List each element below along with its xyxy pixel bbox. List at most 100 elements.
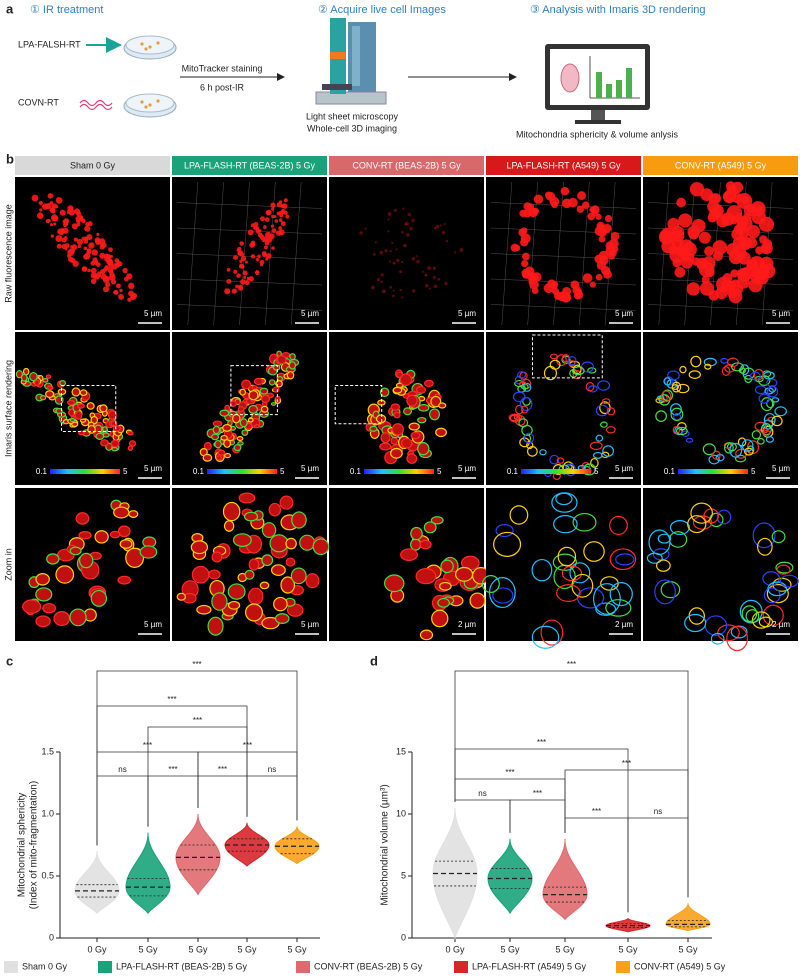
mito (255, 270, 260, 274)
mito (81, 236, 86, 241)
mito (35, 615, 51, 628)
y-tick-label: 10 (396, 808, 406, 818)
mito (42, 377, 49, 383)
mito (77, 244, 82, 249)
mito (305, 573, 320, 589)
mito (438, 402, 447, 409)
mito (392, 386, 403, 394)
mito (280, 208, 286, 214)
mito (263, 225, 267, 229)
mito (261, 522, 277, 539)
mito (280, 221, 286, 227)
mito (568, 197, 578, 208)
mito (745, 237, 758, 249)
render-grid (553, 181, 564, 326)
violin (605, 918, 651, 933)
mito (59, 209, 66, 216)
y-tick-label: 0 (401, 932, 406, 942)
mito (734, 454, 747, 463)
mito (38, 200, 43, 206)
mito (208, 569, 221, 580)
mito (755, 266, 769, 280)
mito (282, 203, 288, 209)
mito (712, 240, 728, 255)
mito (595, 213, 602, 220)
significance-bracket (627, 817, 689, 913)
mito (528, 272, 538, 282)
scale-bar-label: 5 µm (615, 464, 633, 473)
mito (239, 388, 247, 396)
mito (76, 211, 82, 217)
render-grid (490, 304, 637, 311)
mito (285, 214, 290, 219)
mito (425, 273, 428, 277)
significance-label: *** (192, 660, 201, 669)
mito (669, 403, 682, 416)
mito (275, 230, 282, 236)
analysis-label: Mitochondria sphericity & volume anlysis (516, 129, 679, 139)
mito (561, 355, 571, 365)
mito (776, 564, 791, 575)
mito (488, 577, 516, 609)
mito (509, 505, 529, 525)
mito (430, 395, 442, 408)
mito (754, 421, 767, 431)
mito (102, 286, 110, 293)
mito (410, 538, 422, 551)
mito (240, 255, 247, 262)
mito (254, 424, 260, 429)
mito (111, 446, 118, 452)
mito (431, 609, 449, 628)
significance-label: ns (118, 765, 126, 774)
mito (762, 571, 780, 586)
mito (589, 281, 596, 288)
mito (727, 357, 739, 368)
mito (435, 427, 447, 438)
mito (728, 289, 743, 304)
scale-bar-label: 5 µm (144, 309, 162, 318)
significance-label: ns (268, 765, 276, 774)
mito (424, 284, 429, 288)
render-grid (176, 304, 323, 311)
mito (364, 227, 367, 230)
mito (276, 201, 283, 208)
mito (684, 613, 707, 633)
colorbar-label: 0.1 (664, 467, 676, 476)
panel-label: b (6, 151, 14, 166)
legend-swatch (4, 961, 18, 973)
mito (130, 292, 138, 300)
mito (663, 377, 672, 386)
mito (399, 270, 403, 274)
mito (701, 275, 710, 284)
mito (118, 294, 124, 300)
mito (731, 228, 744, 241)
mito (113, 506, 130, 519)
mito (139, 545, 158, 559)
mito (31, 194, 39, 202)
mito (283, 198, 288, 203)
mito (392, 289, 395, 292)
mito (112, 425, 122, 432)
render-grid (239, 181, 250, 326)
mito (76, 238, 84, 246)
mito (244, 280, 250, 286)
mito (760, 397, 774, 412)
mito (265, 257, 269, 261)
mito (108, 274, 116, 281)
significance-bracket (197, 775, 248, 817)
mito (288, 361, 297, 370)
colorbar (50, 469, 120, 474)
mito (561, 565, 583, 582)
mito (577, 191, 587, 201)
mito (239, 241, 244, 246)
mito (672, 230, 685, 243)
mito (90, 260, 96, 266)
mito (516, 371, 527, 379)
mito (286, 603, 304, 617)
mito (83, 246, 88, 251)
image-background (329, 177, 484, 330)
mito (99, 244, 105, 250)
mito (240, 252, 245, 257)
wave (79, 99, 113, 107)
mito (260, 405, 269, 413)
